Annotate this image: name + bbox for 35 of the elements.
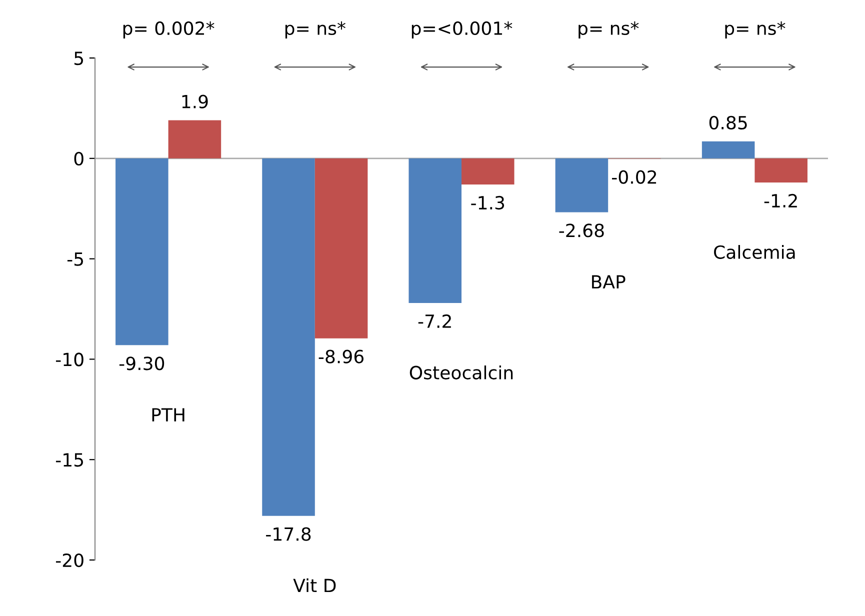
text: p= 0.002* xyxy=(123,21,214,39)
data-label: -17.8 xyxy=(266,527,311,541)
x-tick-label: Osteocalcin xyxy=(410,365,513,380)
text: p= ns* xyxy=(578,21,639,39)
y-tick-label: 5 xyxy=(74,52,84,66)
y-tick-label: -15 xyxy=(56,453,84,467)
x-tick-label: Vit D xyxy=(293,578,336,592)
data-label: -7.2 xyxy=(418,314,451,328)
text: p=<0.001* xyxy=(412,21,512,39)
data-label: -9.30 xyxy=(119,356,164,370)
data-label: 1.9 xyxy=(182,94,208,108)
bar xyxy=(702,141,755,158)
bar xyxy=(408,158,462,303)
y-tick-label: -10 xyxy=(56,352,84,366)
bar xyxy=(462,158,514,185)
bar xyxy=(555,158,608,212)
text: p= ns* xyxy=(285,21,346,39)
bar xyxy=(314,158,368,338)
x-tick-label: BAP xyxy=(592,275,626,288)
data-label: -1.2 xyxy=(764,194,797,208)
y-tick-label: -5 xyxy=(67,252,84,266)
bar xyxy=(262,158,315,516)
bar xyxy=(754,158,808,182)
data-label: -2.68 xyxy=(559,224,604,238)
bar xyxy=(116,158,168,346)
bar xyxy=(168,120,222,158)
x-tick-label: PTH xyxy=(152,408,184,422)
x-tick-label: Calcemia xyxy=(714,244,795,259)
data-label: -0.02 xyxy=(612,170,656,184)
data-label: -1.3 xyxy=(471,196,504,210)
y-tick-label: 0 xyxy=(74,152,84,166)
text: p= ns* xyxy=(725,21,786,39)
data-label: -8.96 xyxy=(318,350,364,364)
data-label: 0.85 xyxy=(709,116,747,130)
y-tick-label: -20 xyxy=(56,553,84,568)
